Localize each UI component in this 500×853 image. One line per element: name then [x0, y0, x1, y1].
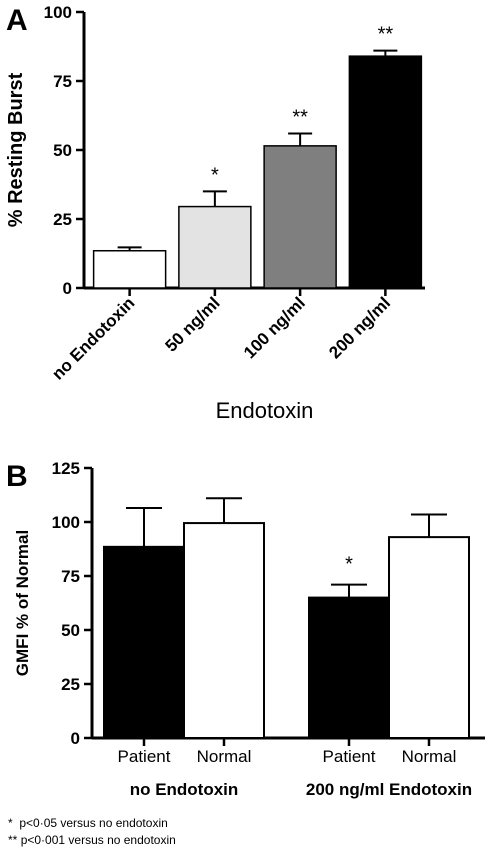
significance-marker: ** — [378, 24, 394, 46]
y-tick-label: 75 — [53, 72, 72, 91]
panel-b: B 0 25 50 75 100 125 Patient Normal no Endotoxin P… — [6, 459, 485, 799]
y-tick-label: 75 — [61, 567, 80, 586]
footnote-2: ** p<0·001 versus no endotoxin — [8, 832, 176, 849]
footnotes: * p<0·05 versus no endotoxin ** p<0·001 … — [8, 815, 176, 849]
y-tick-label: 100 — [44, 3, 72, 22]
footnote-1: * p<0·05 versus no endotoxin — [8, 815, 176, 832]
y-tick-label: 0 — [71, 729, 80, 748]
y-axis-label: % Resting Burst — [5, 72, 27, 227]
y-tick-label: 100 — [52, 513, 80, 532]
group-label: no Endotoxin — [130, 780, 239, 799]
x-tick-label: Normal — [197, 747, 252, 766]
x-tick-label: Normal — [402, 747, 457, 766]
footnote-text: p<0·001 versus no endotoxin — [20, 833, 176, 847]
bar — [263, 145, 337, 289]
significance-marker: ** — [292, 106, 308, 128]
bar — [103, 545, 185, 740]
panel-a: A 0 25 50 75 100 no Endotoxin * 50 ng/ml ** 100 ng… — [5, 3, 425, 423]
panel-label: A — [6, 4, 28, 37]
bar — [183, 522, 265, 740]
y-axis-label: GMFI % of Normal — [13, 530, 32, 676]
x-tick-label: 200 ng/ml — [325, 293, 394, 362]
bar — [178, 205, 252, 289]
bar — [348, 55, 423, 289]
x-tick-label: no Endotoxin — [48, 293, 138, 383]
significance-marker: * — [211, 164, 219, 186]
y-tick-label: 125 — [52, 459, 80, 478]
y-tick-label: 25 — [61, 675, 80, 694]
x-tick-label: Patient — [323, 747, 376, 766]
x-tick-label: 50 ng/ml — [162, 293, 224, 355]
panel-label: B — [6, 460, 28, 493]
bar — [308, 596, 390, 739]
bar — [388, 536, 470, 739]
significance-marker: * — [345, 554, 353, 576]
y-tick-label: 25 — [53, 210, 72, 229]
footnote-text: p<0·05 versus no endotoxin — [19, 816, 168, 830]
footnote-marker: ** — [8, 833, 18, 847]
footnote-marker: * — [8, 816, 13, 830]
group-label: 200 ng/ml Endotoxin — [306, 780, 472, 799]
x-axis-label: Endotoxin — [216, 398, 314, 423]
x-tick-label: 100 ng/ml — [240, 293, 309, 362]
y-tick-label: 50 — [53, 141, 72, 160]
bar — [92, 249, 167, 289]
y-tick-label: 0 — [63, 279, 72, 298]
x-tick-label: Patient — [118, 747, 171, 766]
y-tick-label: 50 — [61, 621, 80, 640]
